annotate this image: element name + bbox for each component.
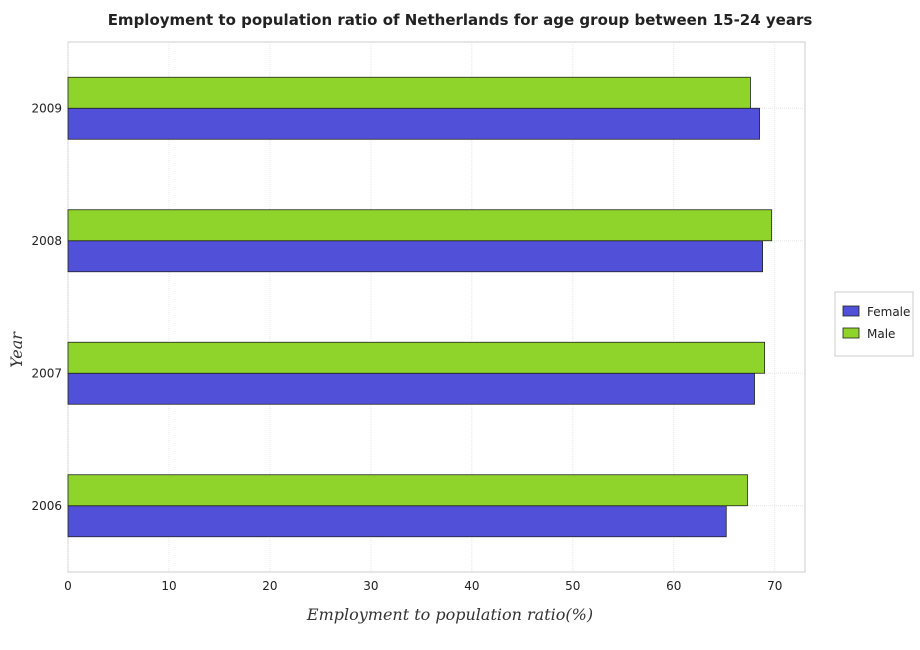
chart-title: Employment to population ratio of Nether… xyxy=(108,11,813,29)
x-tick-label: 0 xyxy=(64,579,72,593)
legend: Female Male xyxy=(834,291,914,357)
x-axis-label: Employment to population ratio(%) xyxy=(306,605,593,624)
legend-label-female: Female xyxy=(867,305,910,319)
bars xyxy=(67,76,773,538)
bar-male-2007 xyxy=(67,341,766,374)
bar-female-2009 xyxy=(67,107,760,140)
bar-male-2009 xyxy=(67,76,751,109)
bar-female-2006 xyxy=(67,505,727,538)
y-tick-label: 2007 xyxy=(31,366,62,380)
y-tick-label: 2008 xyxy=(31,234,62,248)
legend-swatch-female xyxy=(842,305,860,317)
x-tick-label: 50 xyxy=(565,579,580,593)
x-tick-label: 20 xyxy=(262,579,277,593)
y-axis-ticks: 2006 2007 2008 2009 xyxy=(31,101,62,513)
bar-female-2008 xyxy=(67,240,763,273)
x-tick-label: 70 xyxy=(767,579,782,593)
x-axis-ticks: 0 10 20 30 40 50 60 70 xyxy=(64,579,782,593)
y-axis-label: Year xyxy=(7,331,26,368)
x-tick-label: 40 xyxy=(464,579,479,593)
y-tick-label: 2009 xyxy=(31,101,62,115)
legend-box xyxy=(834,291,914,357)
legend-swatch-male xyxy=(842,327,860,339)
legend-label-male: Male xyxy=(867,327,895,341)
bar-male-2008 xyxy=(67,209,773,242)
x-tick-label: 10 xyxy=(161,579,176,593)
bar-male-2006 xyxy=(67,474,748,507)
y-tick-label: 2006 xyxy=(31,499,62,513)
bar-female-2007 xyxy=(67,372,755,405)
x-tick-label: 30 xyxy=(363,579,378,593)
x-tick-label: 60 xyxy=(666,579,681,593)
